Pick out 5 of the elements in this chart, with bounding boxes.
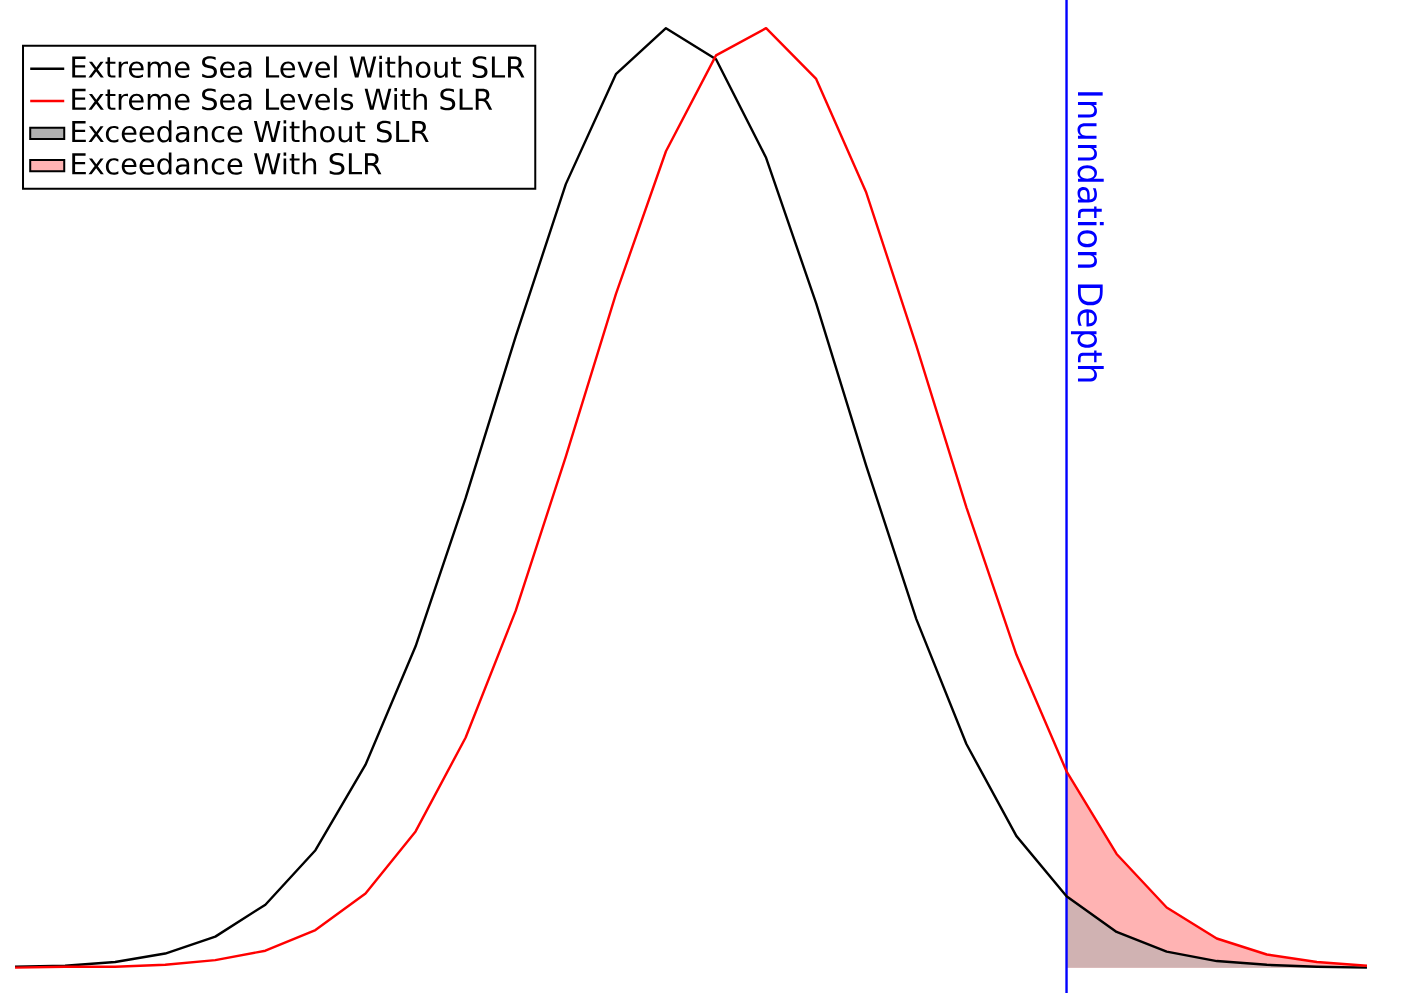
legend-label: Exceedance With SLR	[72, 152, 382, 175]
annotation: Inundation Depth	[1070, 92, 1104, 382]
text: Extreme Sea Levels With SLR	[72, 87, 493, 111]
legend-label: Exceedance Without SLR	[72, 120, 429, 143]
text: Extreme Sea Level Without SLR	[72, 55, 525, 79]
